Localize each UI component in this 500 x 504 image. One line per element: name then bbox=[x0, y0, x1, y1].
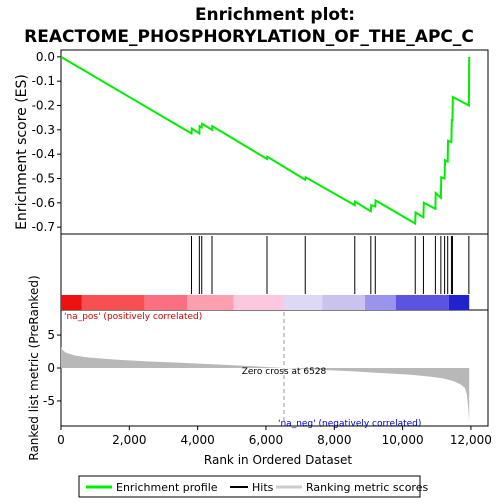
metric-y-tick-label: 5 bbox=[47, 328, 55, 342]
es-y-tick-label: -0.5 bbox=[32, 171, 55, 185]
pos-correlated-label: 'na_pos' (positively correlated) bbox=[64, 312, 202, 322]
es-y-tick-label: -0.6 bbox=[32, 196, 55, 210]
legend-metric-label: Ranking metric scores bbox=[306, 481, 428, 494]
x-tick-label: 6,000 bbox=[249, 433, 283, 447]
rank-bar-segment bbox=[81, 295, 145, 310]
legend-enrichment-label: Enrichment profile bbox=[116, 481, 218, 494]
x-tick-label: 10,000 bbox=[382, 433, 424, 447]
x-axis-layer: 0 2,000 4,000 6,000 8,000 10,000 12,000 bbox=[57, 426, 492, 447]
rank-bar-segment bbox=[144, 295, 188, 310]
metric-y-tick-label: 0 bbox=[47, 361, 55, 375]
x-tick-label: 4,000 bbox=[180, 433, 214, 447]
rank-bar-segment bbox=[283, 295, 323, 310]
x-tick-label: 12,000 bbox=[450, 433, 492, 447]
rank-bar-layer bbox=[61, 295, 470, 310]
es-y-tick-label: -0.7 bbox=[32, 220, 55, 234]
neg-correlated-label: 'na_neg' (negatively correlated) bbox=[278, 419, 421, 429]
es-y-axis-label: Enrichment score (ES) bbox=[14, 74, 30, 230]
x-axis-label: Rank in Ordered Dataset bbox=[204, 453, 352, 467]
x-tick-label: 0 bbox=[57, 433, 65, 447]
x-tick-label: 2,000 bbox=[112, 433, 146, 447]
rank-bar-segment bbox=[61, 295, 82, 310]
rank-bar-segment bbox=[322, 295, 366, 310]
x-tick-label: 8,000 bbox=[317, 433, 351, 447]
metric-y-tick-label: -5 bbox=[43, 394, 55, 408]
rank-bar-segment bbox=[365, 295, 396, 310]
rank-bar-segment bbox=[187, 295, 234, 310]
chart-subtitle: REACTOME_PHOSPHORYLATION_OF_THE_APC_C bbox=[24, 27, 474, 47]
es-y-tick-label: 0.0 bbox=[36, 50, 55, 64]
hits-layer bbox=[190, 236, 470, 294]
metric-layer: 5 0 -5 bbox=[43, 312, 470, 424]
chart-title: Enrichment plot: bbox=[195, 5, 355, 25]
es-y-tick-label: -0.3 bbox=[32, 123, 55, 137]
rank-bar-segment bbox=[448, 295, 470, 310]
es-y-tick-label: -0.4 bbox=[32, 147, 55, 161]
enrichment-profile-line bbox=[60, 56, 471, 226]
metric-y-axis-label: Ranked list metric (PreRanked) bbox=[27, 275, 41, 460]
legend-hits-label: Hits bbox=[252, 481, 274, 494]
es-y-tick-label: -0.2 bbox=[32, 99, 55, 113]
zero-cross-label: Zero cross at 6528 bbox=[242, 367, 327, 377]
rank-bar-segment bbox=[395, 295, 449, 310]
rank-bar-segment bbox=[233, 295, 284, 310]
ranking-metric-area bbox=[61, 346, 470, 422]
es-layer: 0.0 -0.1 -0.2 -0.3 -0.4 -0.5 -0.6 -0.7 bbox=[32, 50, 471, 234]
legend-box bbox=[78, 475, 421, 498]
es-y-tick-label: -0.1 bbox=[32, 74, 55, 88]
